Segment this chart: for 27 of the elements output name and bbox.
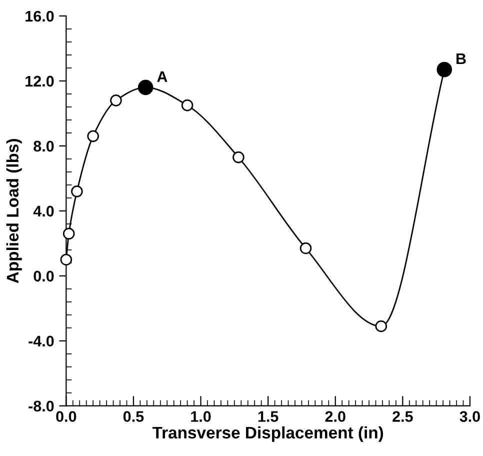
point <box>87 130 99 142</box>
x-tick-label: 3.0 <box>460 411 480 422</box>
y-tick-label: 4.0 <box>33 206 54 217</box>
point <box>300 242 312 254</box>
y-tick-label: 12.0 <box>26 76 54 87</box>
point <box>232 151 244 164</box>
point <box>181 99 194 112</box>
x-tick-label: 1.0 <box>191 411 211 422</box>
y-tick-label: -4.0 <box>28 336 54 347</box>
point <box>71 186 83 198</box>
y-tick-label: 16.0 <box>26 10 54 22</box>
annotation: B <box>456 54 466 64</box>
point <box>62 228 75 240</box>
point <box>110 94 122 106</box>
x-axis-title: Transverse Displacement (in) <box>152 426 384 442</box>
x-tick-label: 0.0 <box>56 411 76 422</box>
x-tick-label: 1.5 <box>258 411 278 422</box>
y-tick-label: 0.0 <box>34 270 54 282</box>
x-tick-label: 2.5 <box>392 411 413 422</box>
y-tick-label: 8.0 <box>34 140 54 152</box>
point <box>60 254 72 266</box>
annotation: A <box>157 71 168 82</box>
y-tick-label: -8.0 <box>28 400 54 412</box>
point <box>375 320 388 332</box>
y-axis-title: Applied Load (lbs) <box>6 139 22 284</box>
x-tick-label: 0.5 <box>123 411 144 422</box>
x-tick-label: 2.0 <box>325 411 346 422</box>
